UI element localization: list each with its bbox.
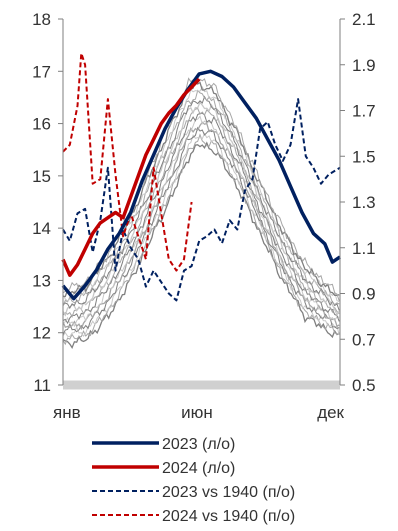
right-tick-labels: 0.5 0.7 0.9 1.1 1.3 1.5 1.7 1.9 2.1: [340, 10, 376, 395]
x-tick-label: дек: [317, 403, 344, 422]
background-series-line: [62, 132, 340, 338]
background-series-line: [62, 141, 340, 350]
left-tick-labels: 11 12 13 14 15 16 17 18: [32, 10, 63, 395]
background-series-line: [62, 79, 340, 298]
legend-label: 2023 vs 1940 (п/о): [162, 484, 295, 501]
legend-label: 2023 (л/о): [162, 436, 235, 453]
background-series-line: [62, 101, 340, 317]
left-tick-label: 17: [32, 62, 51, 81]
right-tick-label: 1.9: [352, 56, 376, 75]
left-tick-label: 14: [32, 219, 51, 238]
background-series-line: [62, 115, 340, 328]
legend: 2023 (л/о) 2024 (л/о) 2023 vs 1940 (п/о) 20…: [92, 436, 295, 525]
right-tick-label: 1.7: [352, 102, 376, 121]
background-series-line: [62, 121, 340, 331]
left-tick-label: 13: [32, 271, 51, 290]
background-series-line: [62, 107, 340, 319]
left-tick-label: 12: [32, 324, 51, 343]
x-tick-label: июн: [181, 403, 213, 422]
main-series: [61, 52, 341, 302]
right-tick-label: 2.1: [352, 10, 376, 29]
x-tick-label: янв: [53, 403, 81, 422]
legend-label: 2024 (л/о): [162, 460, 235, 477]
background-series-line: [62, 77, 340, 301]
series-line-2: [61, 77, 201, 277]
series-line-1: [61, 69, 341, 301]
background-series-line: [62, 95, 340, 311]
right-tick-label: 1.3: [352, 193, 376, 212]
right-tick-label: 0.7: [352, 330, 376, 349]
left-tick-label: 15: [32, 167, 51, 186]
background-series: [62, 77, 340, 350]
x-tick-labels: янв июн дек: [53, 403, 345, 422]
left-tick-label: 16: [32, 115, 51, 134]
left-tick-label: 18: [32, 10, 51, 29]
series-line-3: [62, 98, 341, 302]
legend-label: 2024 vs 1940 (п/о): [162, 508, 295, 525]
right-tick-label: 0.5: [352, 376, 376, 395]
right-tick-label: 1.1: [352, 239, 376, 258]
background-series-line: [62, 133, 340, 346]
left-tick-label: 11: [33, 376, 51, 395]
right-tick-label: 0.9: [352, 285, 376, 304]
right-tick-label: 1.5: [352, 147, 376, 166]
series-line-4: [62, 52, 193, 272]
